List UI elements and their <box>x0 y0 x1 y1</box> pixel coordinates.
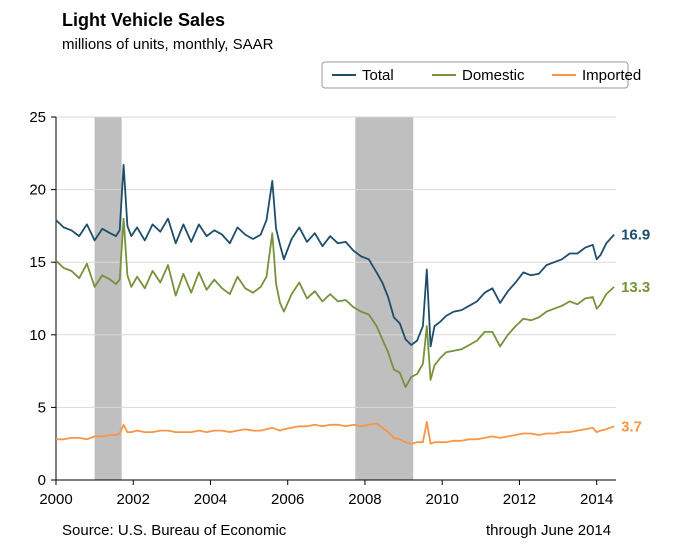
x-tick-label: 2014 <box>580 491 613 508</box>
series-line-imported <box>56 421 615 445</box>
series-line-domestic <box>55 217 615 388</box>
series-lines <box>55 164 615 445</box>
recession-bands <box>94 117 414 480</box>
end-label-total: 16.9 <box>621 227 650 244</box>
y-tick-label: 20 <box>29 182 46 199</box>
y-tick-label: 25 <box>29 109 46 126</box>
series-line-total <box>55 164 615 348</box>
chart-title: Light Vehicle Sales <box>62 10 226 30</box>
legend: Total Domestic Imported <box>321 61 641 89</box>
legend-label-domestic: Domestic <box>462 67 525 84</box>
recession-band-2 <box>355 117 414 480</box>
x-tick-label: 2002 <box>117 491 150 508</box>
y-tick-label: 0 <box>38 472 46 489</box>
end-labels: 16.9 13.3 3.7 <box>621 227 650 436</box>
axes: 0 5 10 15 20 25 2000 2002 2004 2006 2008 2010 2012 20… <box>29 109 616 508</box>
date-note: through June 2014 <box>486 522 612 539</box>
x-tick-label: 2010 <box>426 491 459 508</box>
legend-box <box>321 61 629 89</box>
y-tick-label: 10 <box>29 327 46 344</box>
legend-label-total: Total <box>362 67 394 84</box>
source-note: Source: U.S. Bureau of Economic <box>62 522 287 539</box>
legend-label-imported: Imported <box>582 67 641 84</box>
y-tick-label: 15 <box>29 254 46 271</box>
x-tick-label: 2004 <box>194 491 227 508</box>
chart-subtitle: millions of units, monthly, SAAR <box>62 36 274 53</box>
end-label-domestic: 13.3 <box>621 279 650 296</box>
x-tick-label: 2006 <box>271 491 304 508</box>
x-tick-label: 2008 <box>348 491 381 508</box>
end-label-imported: 3.7 <box>621 418 642 435</box>
x-tick-label: 2012 <box>503 491 536 508</box>
y-gridlines <box>56 116 616 408</box>
x-tick-label: 2000 <box>39 491 72 508</box>
y-tick-label: 5 <box>38 399 46 416</box>
recession-band-1 <box>94 117 122 480</box>
